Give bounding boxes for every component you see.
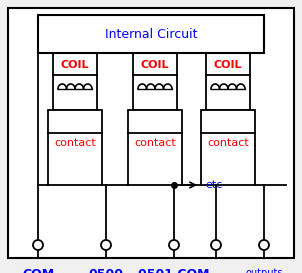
Text: COIL: COIL [61,60,89,70]
Bar [53,75,97,110]
Text: contact: contact [134,138,176,148]
Bar [218,114,226,122]
Text: 0500: 0500 [88,268,124,273]
Bar [128,110,182,133]
Text: outputs: outputs [245,268,283,273]
Bar [201,110,255,133]
Text: etc: etc [205,180,222,190]
Text: contact: contact [54,138,96,148]
Text: Internal Circuit: Internal Circuit [105,28,197,40]
Circle shape [169,240,179,250]
Bar [230,114,238,122]
Bar [48,110,102,133]
Circle shape [33,240,43,250]
Circle shape [259,240,269,250]
Bar [133,75,177,110]
Bar [38,15,264,53]
Text: COIL: COIL [214,60,242,70]
Bar [77,114,85,122]
Bar [145,114,153,122]
Bar [65,114,73,122]
Circle shape [101,240,111,250]
Bar [157,114,165,122]
Text: contact: contact [207,138,249,148]
Circle shape [211,240,221,250]
Text: 0501 COM: 0501 COM [138,268,210,273]
Bar [206,75,250,110]
Text: COM: COM [22,268,54,273]
Text: COIL: COIL [141,60,169,70]
